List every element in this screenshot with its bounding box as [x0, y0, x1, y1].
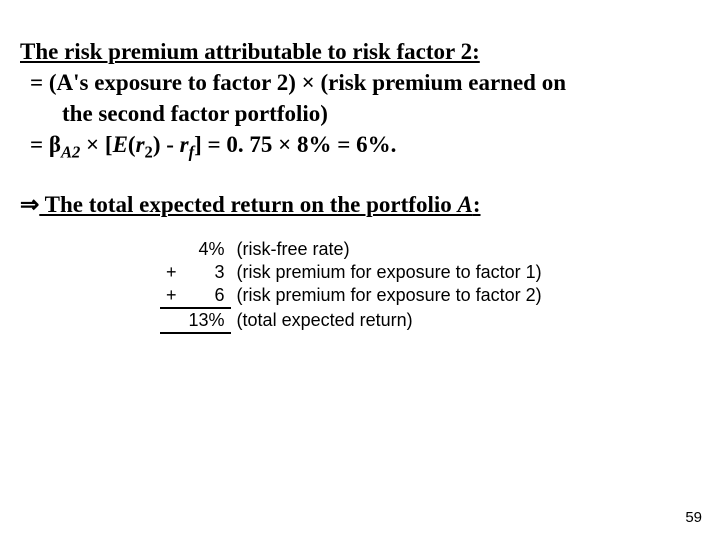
eq-mid3: ) - [153, 132, 180, 157]
calc-desc-3: (total expected return) [231, 308, 548, 333]
r1: r [136, 132, 145, 157]
heading2a: The total expected return on the portfol… [39, 192, 457, 217]
equation-line: = βA2 × [E(r2) - rf] = 0. 75 × 8% = 6%. [20, 129, 700, 164]
return-calculation-table: 4% (risk-free rate) + 3 (risk premium fo… [160, 238, 700, 334]
calc-row-riskfree: 4% (risk-free rate) [160, 238, 548, 261]
beta-symbol: β [49, 132, 61, 157]
r2: r [180, 132, 189, 157]
eq-mid1: [ [99, 132, 112, 157]
calc-sign-0 [160, 238, 183, 261]
page-number: 59 [685, 509, 702, 526]
heading2b: A [458, 192, 473, 217]
heading-risk-premium: The risk premium attributable to risk fa… [20, 36, 700, 67]
implies-symbol: ⇒ [20, 192, 39, 217]
definition-line-2: the second factor portfolio) [20, 98, 700, 129]
calc-sign-1: + [160, 261, 183, 284]
calc-num-0: 4% [183, 238, 231, 261]
line1a: = (A's exposure to factor 2) [30, 70, 302, 95]
definition-line-1: = (A's exposure to factor 2) × (risk pre… [20, 67, 700, 98]
eq-prefix: = [30, 132, 49, 157]
e-symbol: E [113, 132, 128, 157]
calc-row-factor2: + 6 (risk premium for exposure to factor… [160, 284, 548, 308]
calc-sign-3 [160, 308, 183, 333]
heading2c: : [473, 192, 481, 217]
beta-sub: A2 [61, 143, 80, 162]
heading1-text: The risk premium attributable to risk fa… [20, 39, 480, 64]
calc-sign-2: + [160, 284, 183, 308]
calc-row-factor1: + 3 (risk premium for exposure to factor… [160, 261, 548, 284]
eq-mid5: 8% = 6%. [291, 132, 396, 157]
line2: the second factor portfolio) [62, 101, 328, 126]
times-symbol-3: × [278, 132, 291, 157]
calc-num-1: 3 [183, 261, 231, 284]
eq-mid4: ] = 0. 75 [194, 132, 278, 157]
calc-num-3: 13% [183, 308, 231, 333]
line1b: (risk premium earned on [315, 70, 566, 95]
calc-num-2: 6 [183, 284, 231, 308]
times-symbol-1: × [302, 70, 315, 95]
calc-desc-2: (risk premium for exposure to factor 2) [231, 284, 548, 308]
calc-desc-0: (risk-free rate) [231, 238, 548, 261]
heading-total-return: ⇒ The total expected return on the portf… [20, 192, 700, 218]
calc-desc-1: (risk premium for exposure to factor 1) [231, 261, 548, 284]
eq-mid2: ( [128, 132, 136, 157]
r1-sub: 2 [145, 143, 153, 162]
times-symbol-2: × [86, 132, 99, 157]
calc-row-total: 13% (total expected return) [160, 308, 548, 333]
